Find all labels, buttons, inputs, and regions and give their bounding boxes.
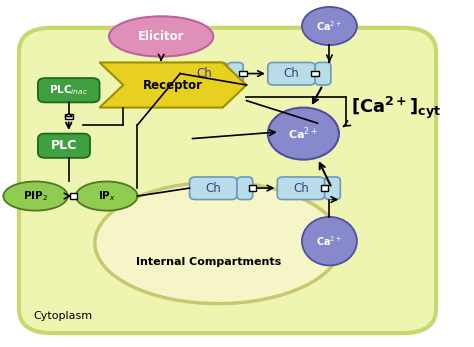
Text: Ch: Ch — [196, 67, 212, 80]
FancyBboxPatch shape — [38, 134, 90, 158]
FancyBboxPatch shape — [65, 114, 73, 119]
Ellipse shape — [109, 16, 213, 57]
Text: IP$_x$: IP$_x$ — [98, 189, 116, 203]
FancyBboxPatch shape — [277, 177, 325, 200]
Text: Ca$^{2+}$: Ca$^{2+}$ — [316, 234, 343, 248]
FancyBboxPatch shape — [19, 28, 436, 333]
FancyBboxPatch shape — [325, 177, 340, 200]
FancyBboxPatch shape — [239, 71, 247, 76]
Text: Ca$^{2+}$: Ca$^{2+}$ — [289, 125, 318, 142]
FancyBboxPatch shape — [321, 185, 328, 191]
Text: Internal Compartments: Internal Compartments — [136, 257, 281, 267]
Ellipse shape — [3, 181, 68, 211]
Ellipse shape — [302, 7, 357, 45]
FancyBboxPatch shape — [180, 62, 228, 85]
Text: $\mathbf{[Ca^{2+}]_{cyt}}$: $\mathbf{[Ca^{2+}]_{cyt}}$ — [351, 94, 441, 121]
FancyBboxPatch shape — [315, 62, 331, 85]
Text: Ch: Ch — [205, 182, 221, 195]
Text: Ca$^{2+}$: Ca$^{2+}$ — [316, 19, 343, 33]
Ellipse shape — [76, 181, 137, 211]
Text: Cytoplasm: Cytoplasm — [33, 311, 92, 321]
Text: PIP$_2$: PIP$_2$ — [23, 189, 48, 203]
FancyBboxPatch shape — [38, 78, 100, 102]
Text: Elicitor: Elicitor — [138, 30, 184, 43]
Text: Receptor: Receptor — [143, 78, 203, 92]
Text: PLC: PLC — [51, 139, 77, 152]
Text: PLC$_{inac}$: PLC$_{inac}$ — [49, 83, 88, 97]
Polygon shape — [65, 114, 73, 117]
FancyBboxPatch shape — [190, 177, 237, 200]
FancyBboxPatch shape — [268, 62, 315, 85]
FancyBboxPatch shape — [237, 177, 253, 200]
FancyBboxPatch shape — [228, 62, 243, 85]
FancyBboxPatch shape — [249, 185, 256, 191]
Ellipse shape — [95, 182, 341, 304]
Text: Ch: Ch — [283, 67, 300, 80]
FancyBboxPatch shape — [70, 193, 77, 199]
Text: Ch: Ch — [293, 182, 309, 195]
Ellipse shape — [302, 217, 357, 265]
Ellipse shape — [268, 108, 339, 160]
Polygon shape — [100, 62, 246, 108]
FancyBboxPatch shape — [311, 71, 319, 76]
